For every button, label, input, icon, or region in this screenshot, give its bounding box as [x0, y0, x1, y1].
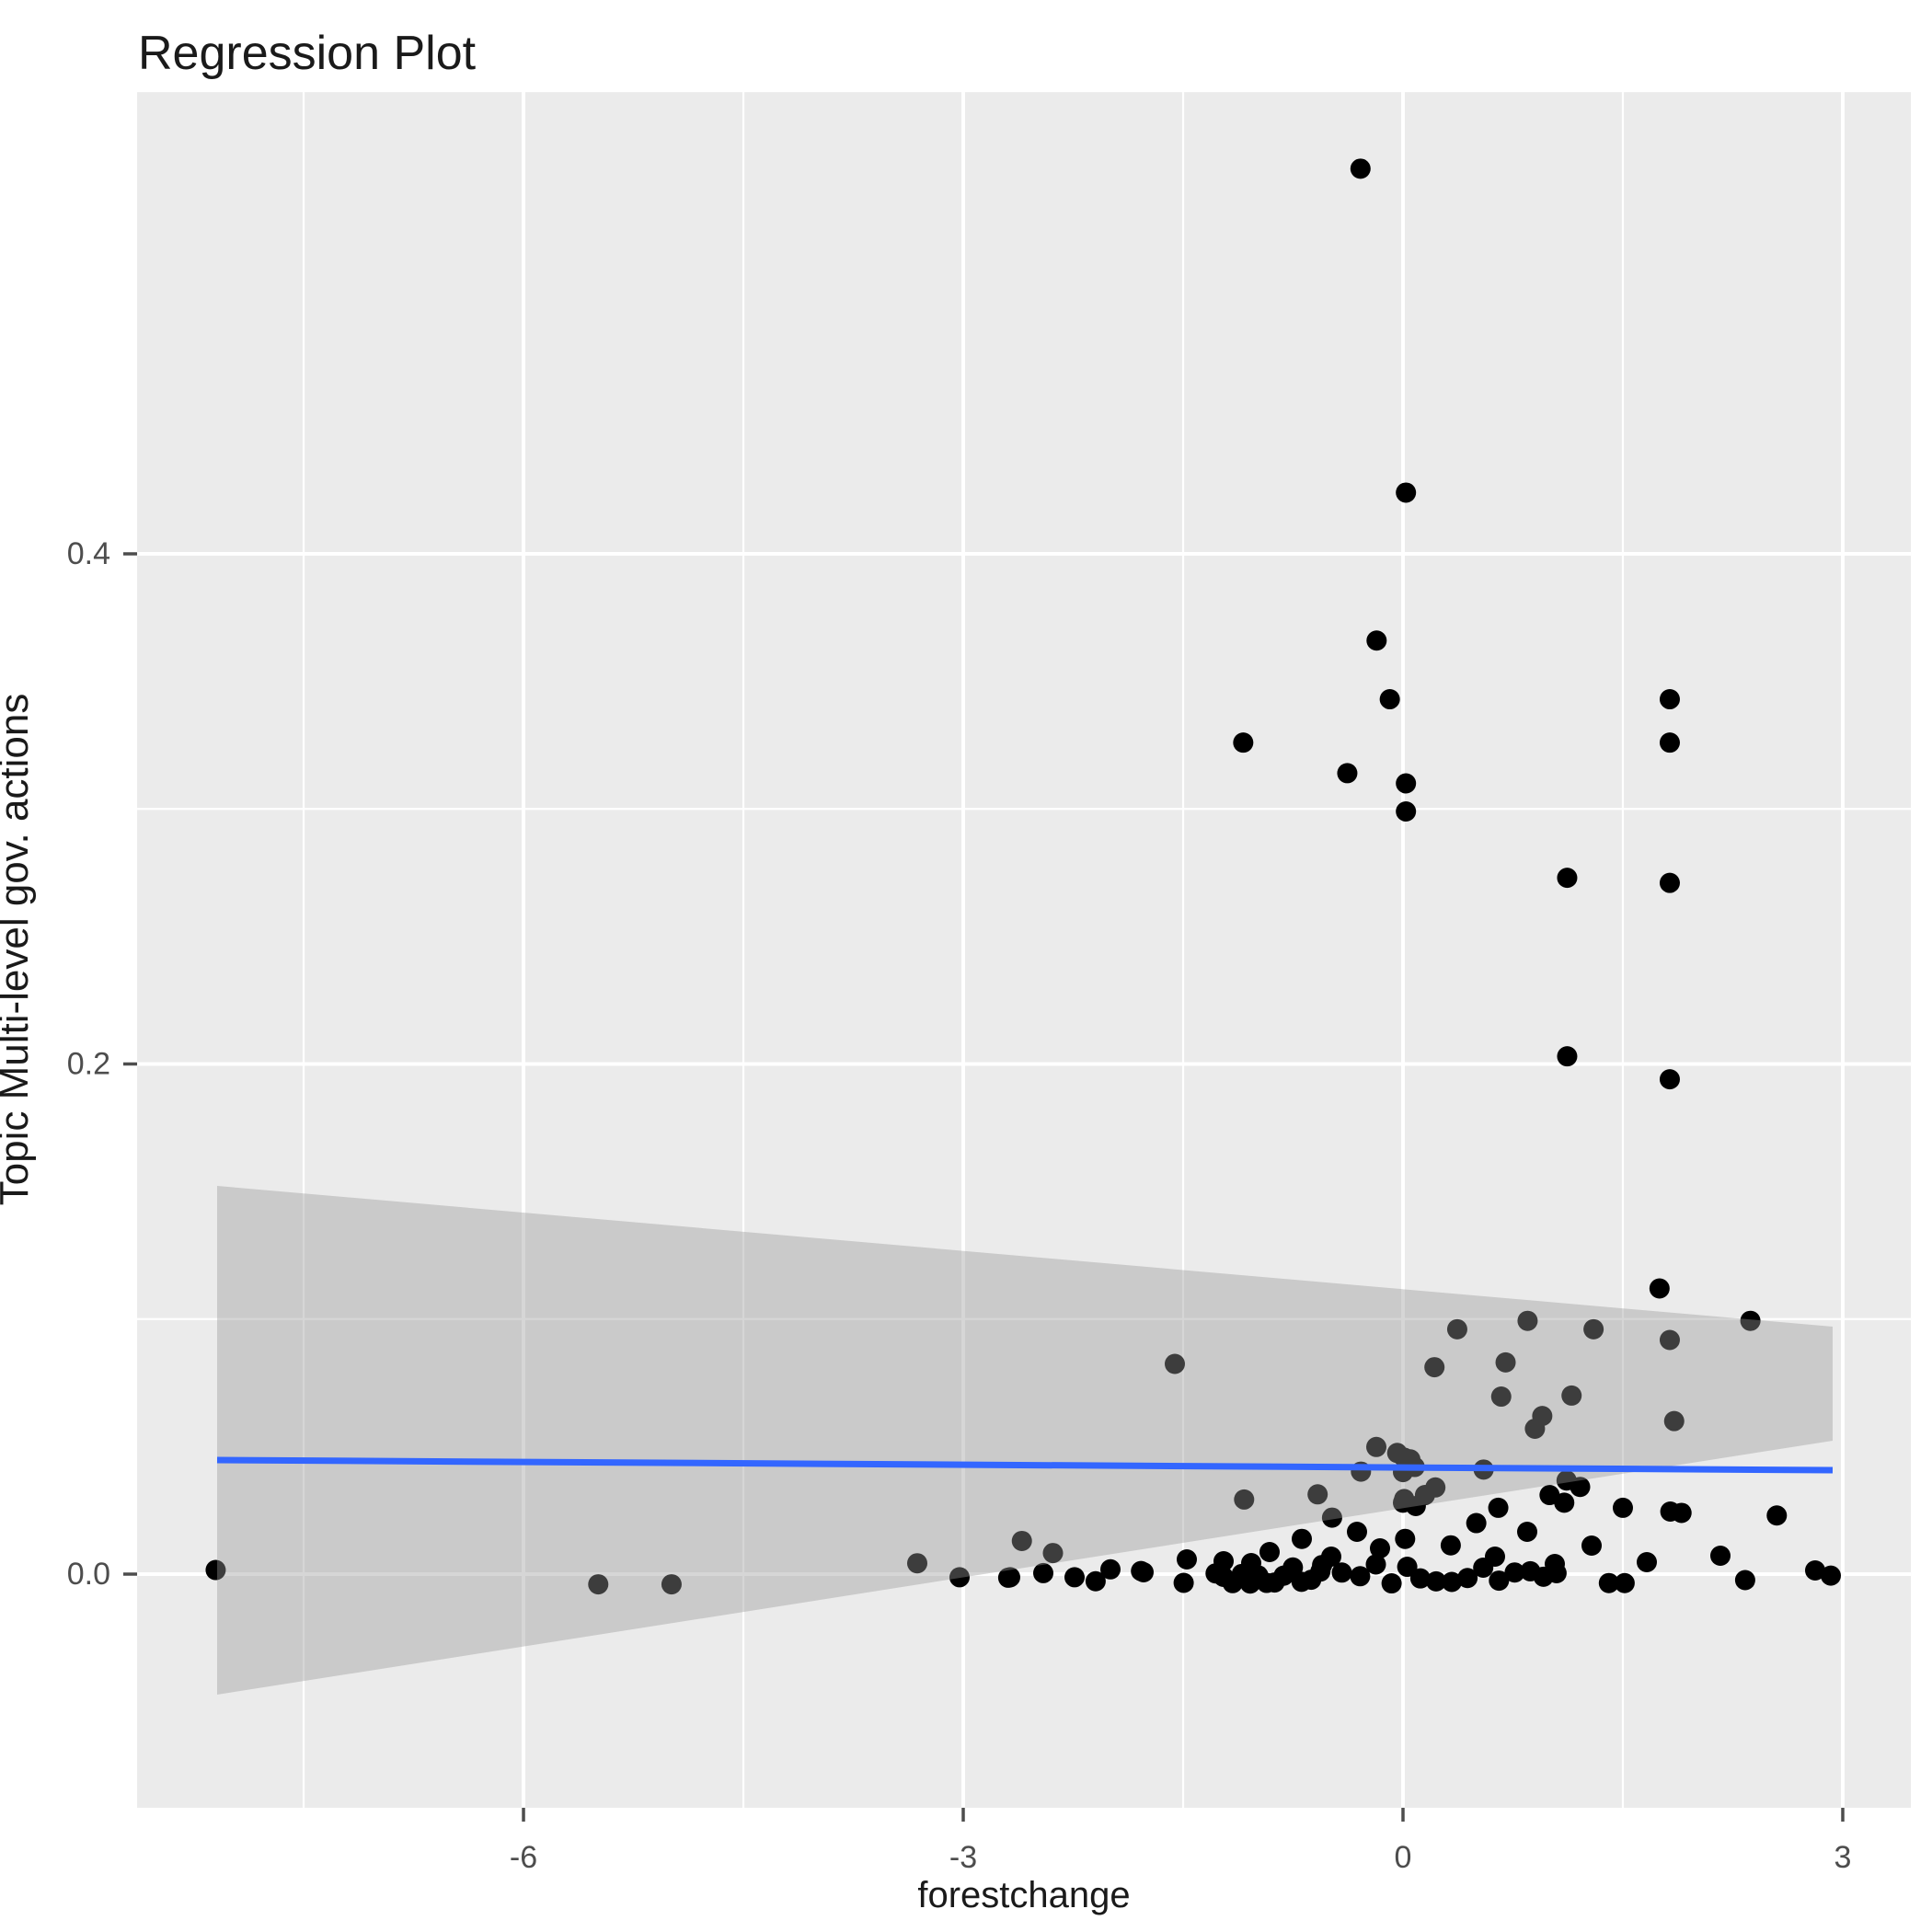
svg-text:-6: -6	[510, 1840, 537, 1875]
svg-text:0: 0	[1395, 1840, 1412, 1875]
svg-text:0.2: 0.2	[67, 1047, 110, 1082]
svg-text:-3: -3	[949, 1840, 977, 1875]
svg-text:3: 3	[1834, 1840, 1852, 1875]
svg-text:0.4: 0.4	[67, 536, 110, 571]
svg-text:0.0: 0.0	[67, 1557, 110, 1592]
